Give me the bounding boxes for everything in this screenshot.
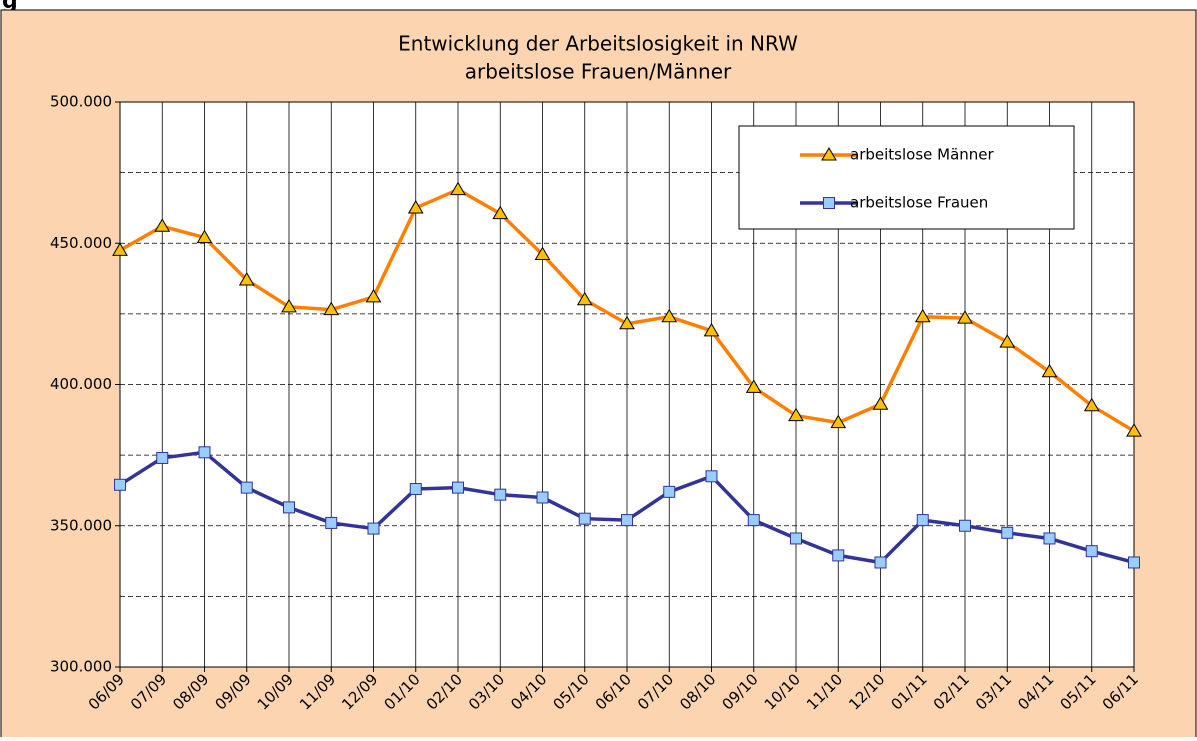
data-point [1001,526,1014,539]
data-point [663,485,676,498]
y-tick-label: 300.000 [50,658,112,676]
data-point [999,334,1016,348]
data-point [534,246,551,261]
y-tick-label: 450.000 [50,234,112,252]
data-point [1085,545,1098,558]
data-point [1128,556,1140,569]
data-point [409,483,422,496]
data-point [240,481,253,494]
data-point [1043,532,1056,545]
data-point [494,488,507,501]
data-point [874,556,887,569]
data-point [790,532,802,545]
data-point [196,229,213,244]
legend-label: arbeitslose Frauen [850,194,988,212]
legend-marker [821,147,837,161]
data-point [452,481,464,494]
data-point [1083,397,1100,412]
data-point [705,470,718,483]
data-point [450,181,466,196]
data-point [238,271,255,286]
legend-box [738,125,1075,230]
legend-label: arbeitslose Männer [850,146,995,164]
chart-subtitle: arbeitslose Frauen/Männer [465,60,732,84]
data-point [365,288,382,303]
data-point [621,514,633,527]
data-point [198,446,211,459]
data-point [367,522,380,535]
data-point [914,308,931,323]
data-point [154,218,171,232]
chart-title: Entwicklung der Arbeitslosigkeit in NRW [398,32,798,56]
data-point [745,379,762,393]
y-tick-label: 350.000 [50,516,112,534]
data-point [872,396,889,410]
data-point [747,514,760,527]
data-point [661,308,678,323]
data-point [619,315,635,330]
y-tick-label: 500.000 [50,93,112,111]
data-point [281,298,297,313]
data-point [323,301,340,316]
data-point [407,199,424,214]
data-point [578,512,591,525]
y-tick-label: 400.000 [50,375,112,393]
data-point [1126,423,1142,437]
data-point [536,491,549,504]
data-point [957,310,973,324]
data-point [959,519,971,532]
data-point [916,514,929,527]
legend-marker [823,197,835,209]
data-point [832,549,845,562]
data-point [830,414,847,429]
data-point [492,205,509,220]
data-point [283,501,295,514]
data-point [1041,363,1058,378]
data-point [156,451,169,464]
data-point [703,322,720,337]
data-point [576,291,593,306]
data-point [325,516,338,529]
data-point [114,478,126,491]
data-point [112,242,128,256]
data-point [788,407,804,422]
